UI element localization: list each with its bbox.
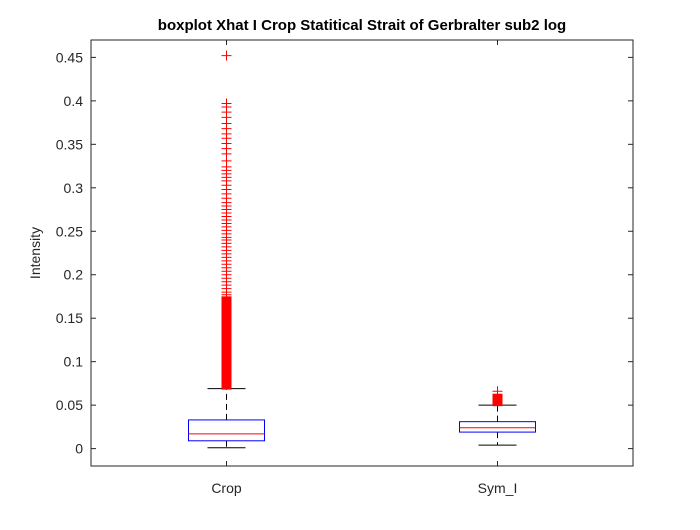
y-axis: 0 0.05 0.1 0.15 0.2 0.25 0.3 0.35 0.4 0.45	[56, 49, 633, 457]
boxes	[188, 50, 536, 449]
outlier-band	[221, 296, 232, 390]
y-tick-label: 0.2	[64, 267, 84, 283]
y-tick-label: 0.25	[56, 223, 83, 239]
iqr-box	[459, 421, 536, 433]
outlier-band	[492, 393, 503, 407]
y-tick-label: 0.1	[64, 354, 84, 370]
y-axis-label: Intensity	[27, 227, 43, 279]
box-group-crop	[188, 50, 265, 449]
y-tick-label: 0.45	[56, 49, 83, 65]
iqr-box	[188, 419, 265, 442]
x-tick-label: Crop	[211, 480, 242, 496]
outlier-marker	[221, 289, 232, 300]
plot-area	[90, 39, 634, 467]
box-group-sym-i	[459, 386, 536, 446]
chart-title: boxplot Xhat I Crop Statitical Strait of…	[158, 17, 566, 34]
y-tick-label: 0.35	[56, 136, 83, 152]
x-tick-label: Sym_I	[478, 480, 518, 496]
y-tick-label: 0.4	[64, 93, 84, 109]
outlier-marker	[221, 50, 232, 61]
y-tick-label: 0	[75, 441, 83, 457]
y-tick-label: 0.15	[56, 310, 83, 326]
outlier-marker	[492, 386, 503, 397]
y-tick-label: 0.05	[56, 397, 83, 413]
y-tick-label: 0.3	[64, 180, 84, 196]
x-axis: Crop Sym_I	[211, 40, 517, 496]
